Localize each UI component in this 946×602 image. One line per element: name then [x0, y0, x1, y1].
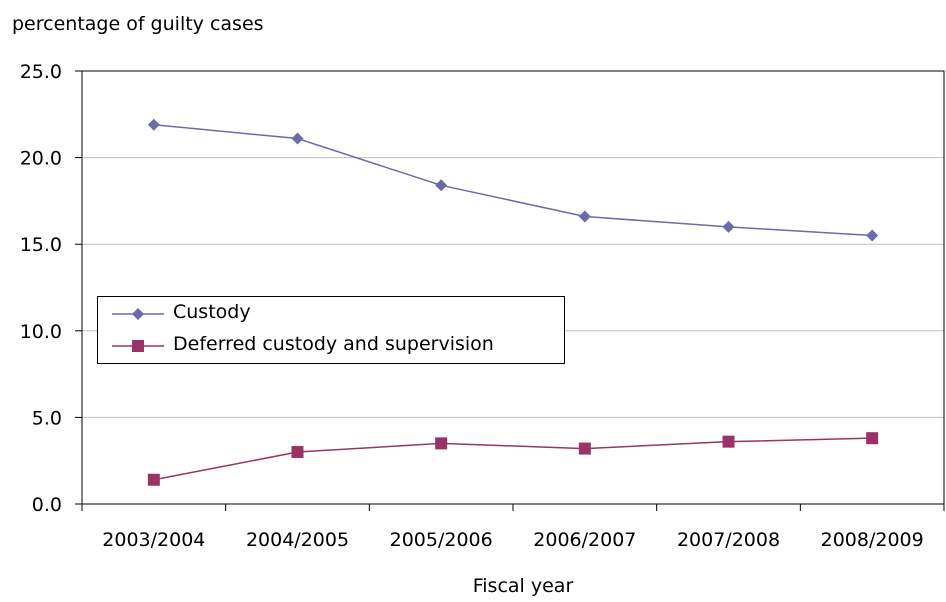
data-point	[147, 118, 160, 131]
y-axis-title: percentage of guilty cases	[12, 13, 264, 35]
diamond-marker-icon	[112, 308, 164, 320]
y-tick-label: 5.0	[32, 407, 62, 429]
data-point	[578, 210, 591, 223]
x-tick-label: 2008/2009	[821, 529, 924, 551]
y-tick-label: 0.0	[32, 494, 62, 516]
y-tick-labels: 0.0 5.0 10.0 15.0 20.0 25.0	[20, 61, 62, 516]
x-tick-label: 2003/2004	[102, 529, 205, 551]
series-line	[153, 437, 873, 481]
gridlines	[82, 157, 944, 418]
x-axis-title: Fiscal year	[473, 575, 574, 597]
y-tick-label: 20.0	[20, 148, 62, 170]
y-tick-label: 25.0	[20, 61, 62, 83]
x-tick-label: 2005/2006	[390, 529, 493, 551]
y-tick-label: 15.0	[20, 234, 62, 256]
legend-label-custody: Custody	[173, 301, 251, 323]
series-line	[153, 123, 873, 237]
legend-item-custody: Custody	[98, 299, 564, 329]
data-point	[722, 220, 735, 233]
axes	[75, 70, 945, 511]
data-point	[291, 446, 304, 459]
x-tick-labels: 2003/2004 2004/2005 2005/2006 2006/2007 2007…	[102, 529, 923, 551]
data-point	[866, 229, 879, 242]
legend: Custody Deferred custody and supervision	[97, 296, 565, 364]
legend-item-deferred: Deferred custody and supervision	[98, 331, 564, 361]
legend-label-deferred: Deferred custody and supervision	[173, 333, 494, 355]
data-point	[578, 442, 591, 455]
x-tick-label: 2007/2008	[677, 529, 780, 551]
data-point	[435, 179, 448, 192]
y-tick-label: 10.0	[20, 321, 62, 343]
data-point	[147, 473, 160, 486]
data-point	[435, 437, 448, 450]
series-layer	[147, 118, 879, 486]
data-point	[866, 432, 879, 445]
series-deferred-custody	[147, 432, 879, 486]
series-custody	[147, 118, 879, 242]
square-marker-icon	[112, 340, 164, 352]
x-tick-label: 2006/2007	[533, 529, 636, 551]
x-tick-label: 2004/2005	[246, 529, 349, 551]
data-point	[291, 132, 304, 145]
data-point	[722, 435, 735, 448]
